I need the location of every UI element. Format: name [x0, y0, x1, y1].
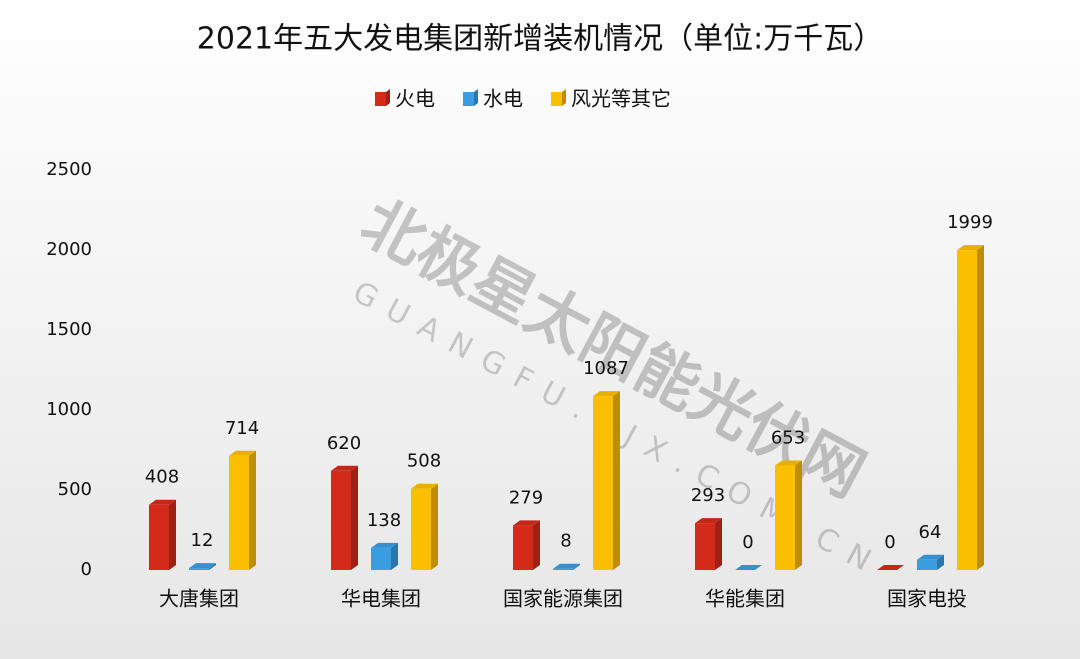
bar: [411, 488, 431, 570]
bar-top: [695, 518, 722, 524]
value-label: 64: [919, 522, 942, 543]
x-tick-label: 国家能源集团: [503, 587, 623, 611]
value-label: 138: [367, 510, 401, 531]
bar-side: [391, 542, 398, 570]
value-label: 408: [145, 467, 179, 488]
bar-top: [553, 563, 580, 569]
chart-title: 2021年五大发电集团新增装机情况（单位:万千瓦）: [197, 22, 883, 57]
bar-top: [513, 520, 540, 526]
bar-side: [431, 483, 438, 570]
bar-top: [411, 483, 438, 489]
bar: [229, 455, 249, 570]
value-label: 1999: [947, 212, 993, 233]
legend-swatch-side: [562, 89, 566, 106]
value-label: 1087: [583, 358, 629, 379]
bar: [695, 523, 715, 570]
bar: [775, 465, 795, 570]
bar: [189, 568, 209, 570]
bar-side: [795, 460, 802, 570]
bar-top: [917, 554, 944, 560]
bar-side: [169, 499, 176, 570]
x-tick-label: 大唐集团: [159, 587, 239, 611]
x-tick-label: 国家电投: [887, 587, 967, 611]
value-label: 714: [225, 418, 259, 439]
bar: [149, 504, 169, 570]
bar-top: [371, 542, 398, 548]
legend-swatch: [375, 92, 386, 106]
value-label: 279: [509, 487, 543, 508]
bar: [593, 396, 613, 570]
value-label: 620: [327, 433, 361, 454]
bar: [331, 470, 351, 570]
legend-swatch-side: [386, 89, 390, 106]
legend-label: 火电: [395, 87, 435, 111]
value-label: 8: [560, 531, 571, 552]
bar-top: [149, 499, 176, 505]
x-tick-label: 华能集团: [705, 587, 785, 611]
y-tick-label: 1500: [46, 319, 92, 340]
bar: [957, 250, 977, 570]
bar-top: [331, 465, 358, 471]
y-tick-label: 0: [81, 559, 92, 580]
bar-top: [229, 450, 256, 456]
legend-swatch: [551, 92, 562, 106]
bar-top: [593, 391, 620, 397]
value-label: 653: [771, 428, 805, 449]
bar-side: [937, 554, 944, 570]
bar-side: [249, 450, 256, 570]
bar-side: [613, 391, 620, 570]
y-tick-label: 500: [58, 479, 92, 500]
x-tick-label: 华电集团: [341, 587, 421, 611]
legend-label: 水电: [483, 87, 523, 111]
bar: [917, 559, 937, 570]
value-label: 293: [691, 485, 725, 506]
bar-top: [957, 245, 984, 251]
bar-top: [735, 565, 762, 570]
bar: [513, 525, 533, 570]
legend-swatch: [463, 92, 474, 106]
value-label: 12: [191, 530, 214, 551]
bar-side: [977, 245, 984, 570]
bar-top: [189, 563, 216, 569]
bar: [553, 568, 573, 570]
bar-side: [533, 520, 540, 570]
value-label: 0: [742, 532, 753, 553]
bar-side: [715, 518, 722, 570]
value-label: 0: [884, 532, 895, 553]
bar-side: [573, 563, 580, 570]
bar-side: [209, 563, 216, 570]
legend-swatch-side: [474, 89, 478, 106]
value-label: 508: [407, 451, 441, 472]
bar: [371, 547, 391, 570]
y-tick-label: 2000: [46, 239, 92, 260]
bar-top: [775, 460, 802, 466]
bar-side: [351, 465, 358, 570]
y-tick-label: 2500: [46, 159, 92, 180]
y-tick-label: 1000: [46, 399, 92, 420]
legend-label: 风光等其它: [571, 87, 671, 111]
bar-top: [877, 565, 904, 570]
